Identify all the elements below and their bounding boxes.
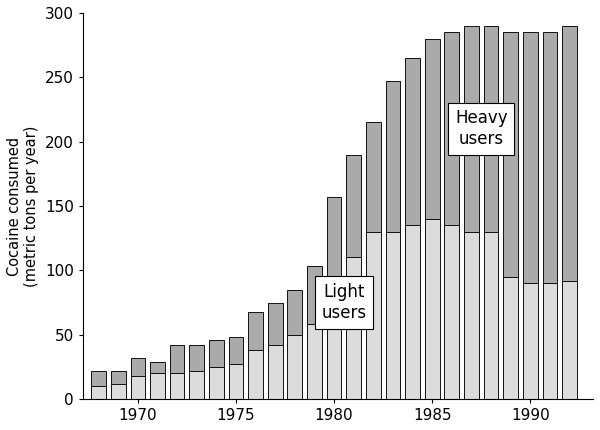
Bar bbox=[542, 32, 557, 283]
Bar bbox=[503, 277, 518, 399]
Bar bbox=[268, 345, 283, 399]
Bar bbox=[248, 311, 263, 350]
Bar bbox=[503, 32, 518, 277]
Bar bbox=[131, 376, 145, 399]
Y-axis label: Cocaine consumed
(metric tons per year): Cocaine consumed (metric tons per year) bbox=[7, 125, 40, 287]
Bar bbox=[209, 340, 224, 367]
Bar bbox=[425, 219, 440, 399]
Bar bbox=[307, 324, 322, 399]
Bar bbox=[287, 335, 302, 399]
Bar bbox=[464, 232, 479, 399]
Bar bbox=[229, 337, 244, 364]
Bar bbox=[464, 26, 479, 232]
Bar bbox=[170, 373, 184, 399]
Bar bbox=[307, 267, 322, 324]
Bar bbox=[131, 358, 145, 376]
Bar bbox=[484, 26, 499, 232]
Bar bbox=[366, 232, 380, 399]
Bar bbox=[523, 32, 538, 283]
Bar bbox=[542, 283, 557, 399]
Bar bbox=[327, 277, 341, 399]
Bar bbox=[366, 122, 380, 232]
Bar bbox=[229, 364, 244, 399]
Bar bbox=[405, 58, 420, 225]
Bar bbox=[111, 384, 125, 399]
Text: Light
users: Light users bbox=[322, 283, 367, 322]
Bar bbox=[190, 371, 204, 399]
Bar bbox=[425, 39, 440, 219]
Bar bbox=[386, 81, 400, 232]
Bar bbox=[209, 367, 224, 399]
Bar bbox=[150, 373, 165, 399]
Bar bbox=[523, 283, 538, 399]
Bar bbox=[445, 225, 459, 399]
Bar bbox=[248, 350, 263, 399]
Bar bbox=[346, 258, 361, 399]
Bar bbox=[405, 225, 420, 399]
Bar bbox=[111, 371, 125, 384]
Bar bbox=[386, 232, 400, 399]
Bar bbox=[150, 362, 165, 373]
Bar bbox=[484, 232, 499, 399]
Text: Heavy
users: Heavy users bbox=[455, 109, 508, 148]
Bar bbox=[346, 154, 361, 258]
Bar bbox=[445, 32, 459, 225]
Bar bbox=[268, 303, 283, 345]
Bar bbox=[170, 345, 184, 373]
Bar bbox=[327, 197, 341, 277]
Bar bbox=[562, 26, 577, 281]
Bar bbox=[91, 371, 106, 386]
Bar bbox=[287, 290, 302, 335]
Bar bbox=[190, 345, 204, 371]
Bar bbox=[91, 386, 106, 399]
Bar bbox=[562, 281, 577, 399]
